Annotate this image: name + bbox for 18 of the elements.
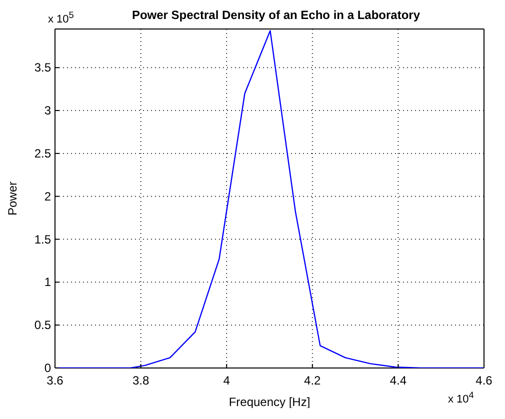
y-tick-label: 0 bbox=[44, 361, 52, 375]
text: x 10$^{5}$ bbox=[48, 10, 74, 26]
x-tick-label: 4.2 bbox=[304, 374, 322, 388]
x-tick-label: 3.6 bbox=[46, 374, 64, 388]
y-axis-title: Power bbox=[5, 181, 20, 216]
x-tick-label: 4.6 bbox=[476, 374, 493, 388]
y-tick-label: 0.5 bbox=[34, 318, 52, 332]
y-tick-label: 1 bbox=[44, 275, 52, 290]
text: x 10$^{4}$ bbox=[448, 390, 474, 406]
chart-title: Power Spectral Density of an Echo in a Laboratory bbox=[132, 8, 420, 22]
y-tick-label: 3.5 bbox=[34, 60, 52, 75]
y-tick-label: 2 bbox=[44, 189, 52, 204]
y-tick-label: 1.5 bbox=[34, 232, 52, 246]
x-tick-label: 4.4 bbox=[390, 374, 407, 388]
x-tick-label: 4 bbox=[223, 374, 230, 388]
x-tick-label: 3.8 bbox=[132, 374, 150, 388]
y-tick-label: 3 bbox=[44, 104, 52, 118]
y-tick-label: 2.5 bbox=[34, 146, 52, 160]
